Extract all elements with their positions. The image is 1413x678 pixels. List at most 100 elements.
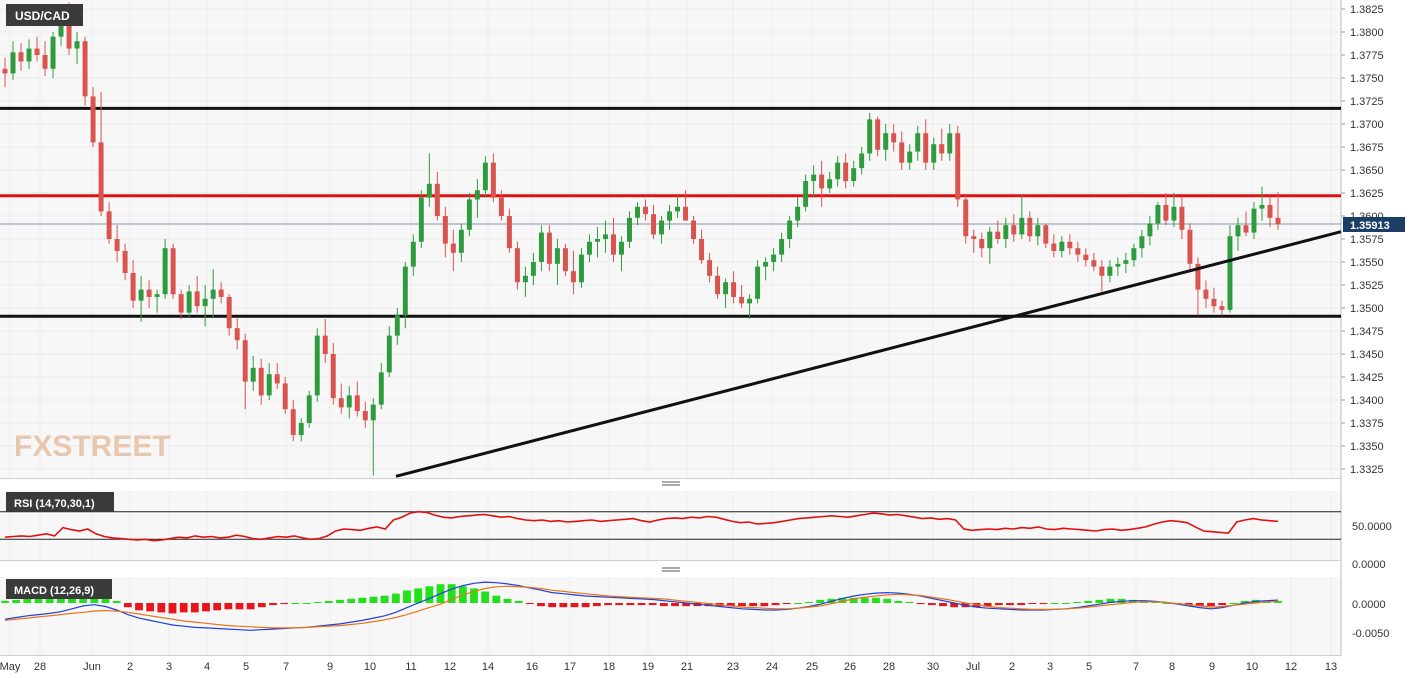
macd-histogram-bar [45,598,54,603]
macd-histogram-bar [224,603,233,610]
candle-body [755,266,761,299]
candle-body [1171,206,1177,221]
candle-body [90,96,96,143]
candle-body [979,239,985,249]
x-tick-label: 10 [364,661,376,673]
y-tick-label: 1.3450 [1350,349,1384,361]
candle-body [282,383,288,410]
candle-body [779,239,785,255]
macd-histogram-bar [56,597,65,603]
candle-body [290,409,296,435]
y-tick-label: 1.3725 [1350,96,1384,108]
candle-body [546,232,552,264]
candle-body [330,354,336,399]
rsi-tick-0: 0.0000 [1352,559,1386,571]
macd-histogram-bar [425,586,434,603]
y-tick-label: 1.3775 [1350,50,1384,62]
candle-body [1043,225,1049,244]
candle-body [538,232,544,262]
candle-body [186,291,192,313]
x-tick-label: Jul [966,661,980,673]
macd-histogram-bar [470,588,478,603]
rsi-tick-50: 50.0000 [1352,521,1392,533]
x-tick-label: 13 [1325,661,1337,673]
macd-histogram-bar [592,603,601,607]
macd-histogram-bar [1106,598,1115,603]
macd-histogram-bar [179,603,188,613]
macd-histogram-bar [202,603,210,612]
candle-body [1155,204,1161,224]
price-pane-resize-handle[interactable] [662,481,680,486]
x-tick-label: 21 [681,661,693,673]
candle-body [811,174,817,182]
candle-body [883,133,889,150]
candle-body [635,206,640,218]
macd-badge[interactable] [6,579,112,599]
macd-histogram-bar [872,597,880,603]
candle-body [346,395,352,408]
candle-body [426,183,432,198]
candle-body [1235,225,1241,237]
candle-body [1131,248,1137,261]
candle-body [643,206,648,215]
macd-histogram-bar [1128,599,1137,603]
x-tick-label: 5 [243,661,249,673]
x-tick-label: 11 [405,661,416,673]
candle-body [963,199,969,237]
macd-histogram-bar [1184,603,1193,606]
candle-body [450,243,456,253]
macd-histogram-bar [1162,603,1171,604]
rsi-badge[interactable] [6,492,114,512]
candle-body [987,231,993,249]
candle-body [843,162,849,182]
candle-body [314,335,320,396]
macd-histogram-bar [570,603,579,608]
macd-histogram-bar [950,603,959,608]
macd-histogram-bar [369,596,378,603]
macd-histogram-bar [302,603,311,604]
x-tick-label: 19 [642,661,654,673]
y-tick-label: 1.3500 [1350,303,1384,315]
candle-body [723,282,729,295]
macd-histogram-bar [235,603,244,610]
candle-body [370,404,376,421]
macd-histogram-bar [671,603,679,607]
candle-body [578,254,584,283]
macd-histogram-bar [581,603,590,608]
x-tick-label: 28 [34,661,46,673]
macd-histogram-bar [157,603,166,613]
macd-signal-line [4,585,1279,629]
candle-body [699,239,705,261]
macd-histogram-bar [190,603,199,613]
candle-body [194,291,200,307]
macd-histogram-bar [793,603,802,604]
macd-histogram-bar [816,599,825,603]
macd-histogram-bar [112,600,121,603]
macd-histogram-bar [1073,601,1081,603]
macd-histogram-bar [1050,603,1059,604]
macd-histogram-bar [782,603,791,605]
macd-histogram-bar [771,603,780,606]
candle-body [707,260,713,276]
rsi-pane-resize-handle[interactable] [662,567,680,572]
candle-body [835,162,841,180]
macd-histogram-bar [604,603,612,606]
macd-histogram-bar [849,597,858,603]
macd-histogram-bar [659,603,668,607]
symbol-badge[interactable] [6,4,83,26]
macd-histogram-bar [168,603,177,614]
candle-body [266,374,272,396]
candle-body [1011,225,1017,235]
candle-body [458,229,464,253]
candle-body [891,133,897,143]
x-tick-label: 12 [1285,661,1297,673]
candle-body [1091,260,1097,267]
candle-body [594,239,600,242]
macd-histogram-bar [146,603,155,612]
macd-histogram-bar [760,603,769,607]
candle-body [771,254,777,262]
candle-body [586,241,592,255]
macd-histogram-bar [927,603,936,606]
x-tick-label: Jun [83,661,101,673]
macd-histogram-bar [358,597,367,603]
